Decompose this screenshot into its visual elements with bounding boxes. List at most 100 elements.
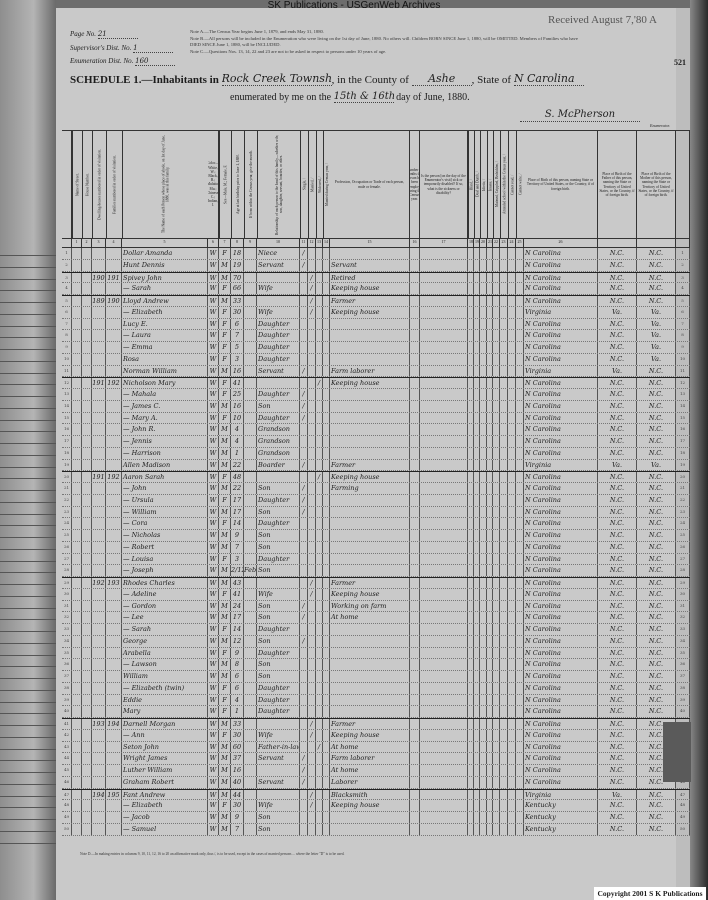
column-number: 4 xyxy=(106,239,122,247)
idiotic xyxy=(480,624,487,635)
widowed xyxy=(316,518,323,529)
line-number-right: 4 xyxy=(676,283,690,294)
cannot-write xyxy=(516,365,524,377)
person-name: — William xyxy=(122,506,208,518)
idiotic xyxy=(480,541,487,553)
widowed xyxy=(316,612,323,623)
dwelling-number xyxy=(92,436,106,447)
ruled-line xyxy=(0,607,56,609)
cannot-read xyxy=(508,530,516,541)
months-unemployed xyxy=(410,694,420,706)
sickness xyxy=(420,318,468,330)
house-number xyxy=(82,635,92,647)
birthplace: N Carolina xyxy=(524,424,598,435)
person-name: — Laura xyxy=(122,330,208,341)
color: W xyxy=(208,518,219,529)
ruled-line xyxy=(0,678,56,679)
column-number: 6 xyxy=(208,239,219,247)
blind xyxy=(468,588,474,600)
column-number: 7 xyxy=(219,239,231,247)
mother-birthplace: N.C. xyxy=(637,553,676,565)
birthplace: N Carolina xyxy=(524,530,598,541)
age: 60 xyxy=(231,741,244,753)
cannot-write xyxy=(516,800,524,811)
married-this-year xyxy=(323,518,330,529)
ruled-line xyxy=(0,266,56,268)
dwelling-number xyxy=(92,588,106,600)
sex: F xyxy=(219,378,231,388)
column-number xyxy=(637,239,676,247)
column-number: 3 xyxy=(92,239,106,247)
months-unemployed xyxy=(410,424,420,435)
father-birthplace: N.C. xyxy=(598,541,637,553)
idiotic xyxy=(480,706,487,717)
mother-birthplace: N.C. xyxy=(637,578,676,588)
insane xyxy=(487,436,493,447)
page-no-value: 21 xyxy=(97,30,138,39)
sickness xyxy=(420,400,468,412)
ruled-line xyxy=(0,419,56,421)
insane xyxy=(487,378,493,388)
widowed xyxy=(316,400,323,412)
widowed xyxy=(316,823,323,835)
married xyxy=(308,647,316,659)
line-number: 17 xyxy=(62,436,72,447)
occupation xyxy=(330,553,410,565)
relationship: Son xyxy=(257,659,300,670)
maimed xyxy=(493,624,500,635)
idiotic xyxy=(480,776,487,788)
married xyxy=(308,494,316,506)
dwelling-number xyxy=(92,682,106,694)
married xyxy=(308,378,316,388)
line-number-right: 22 xyxy=(676,494,690,506)
relationship: Daughter xyxy=(257,682,300,694)
street xyxy=(72,612,82,623)
insane xyxy=(487,635,493,647)
line-number-right: 10 xyxy=(676,353,690,365)
sickness xyxy=(420,259,468,271)
months-unemployed xyxy=(410,765,420,776)
relationship: Daughter xyxy=(257,624,300,635)
scan-right-edge xyxy=(690,0,708,900)
house-number xyxy=(82,789,92,800)
married xyxy=(308,483,316,494)
table-row: 43 Seton John W M 60 Father-in-law / At home N C… xyxy=(62,741,690,754)
dwelling-number xyxy=(92,400,106,412)
cannot-read xyxy=(508,518,516,529)
family-number xyxy=(106,553,122,565)
insane xyxy=(487,530,493,541)
married-this-year xyxy=(323,694,330,706)
table-row: 35 Arabella W F 9 Daughter N Carolina N.C. N.C. 3… xyxy=(62,647,690,660)
sex: F xyxy=(219,494,231,506)
table-row: 10 Rosa W F 3 Daughter N Carolina N.C. Va. 10 xyxy=(62,353,690,366)
family-number xyxy=(106,812,122,823)
occupation xyxy=(330,530,410,541)
column-header: Age at last birthday prior to June 1, 18… xyxy=(231,131,244,238)
insane xyxy=(487,823,493,835)
cannot-write xyxy=(516,624,524,635)
insane xyxy=(487,259,493,271)
idiotic xyxy=(480,272,487,283)
ruled-line xyxy=(0,313,56,315)
age: 7 xyxy=(231,541,244,553)
line-number: 48 xyxy=(62,800,72,811)
column-number: 25 xyxy=(516,239,524,247)
birthplace: N Carolina xyxy=(524,400,598,412)
birthplace: Virginia xyxy=(524,306,598,318)
street xyxy=(72,472,82,482)
birthplace: N Carolina xyxy=(524,330,598,341)
married-this-year xyxy=(323,647,330,659)
color: W xyxy=(208,659,219,670)
cannot-write xyxy=(516,459,524,471)
family-number xyxy=(106,659,122,670)
person-name: Eddie xyxy=(122,694,208,706)
idiotic xyxy=(480,318,487,330)
ruled-line xyxy=(0,431,56,433)
maimed xyxy=(493,306,500,318)
family-number xyxy=(106,306,122,318)
birthplace: N Carolina xyxy=(524,472,598,482)
table-row: 22— Ursula W F 17 Daughter / N Carolina N.C. N.C… xyxy=(62,494,690,507)
widowed xyxy=(316,635,323,647)
married xyxy=(308,671,316,682)
sickness xyxy=(420,765,468,776)
